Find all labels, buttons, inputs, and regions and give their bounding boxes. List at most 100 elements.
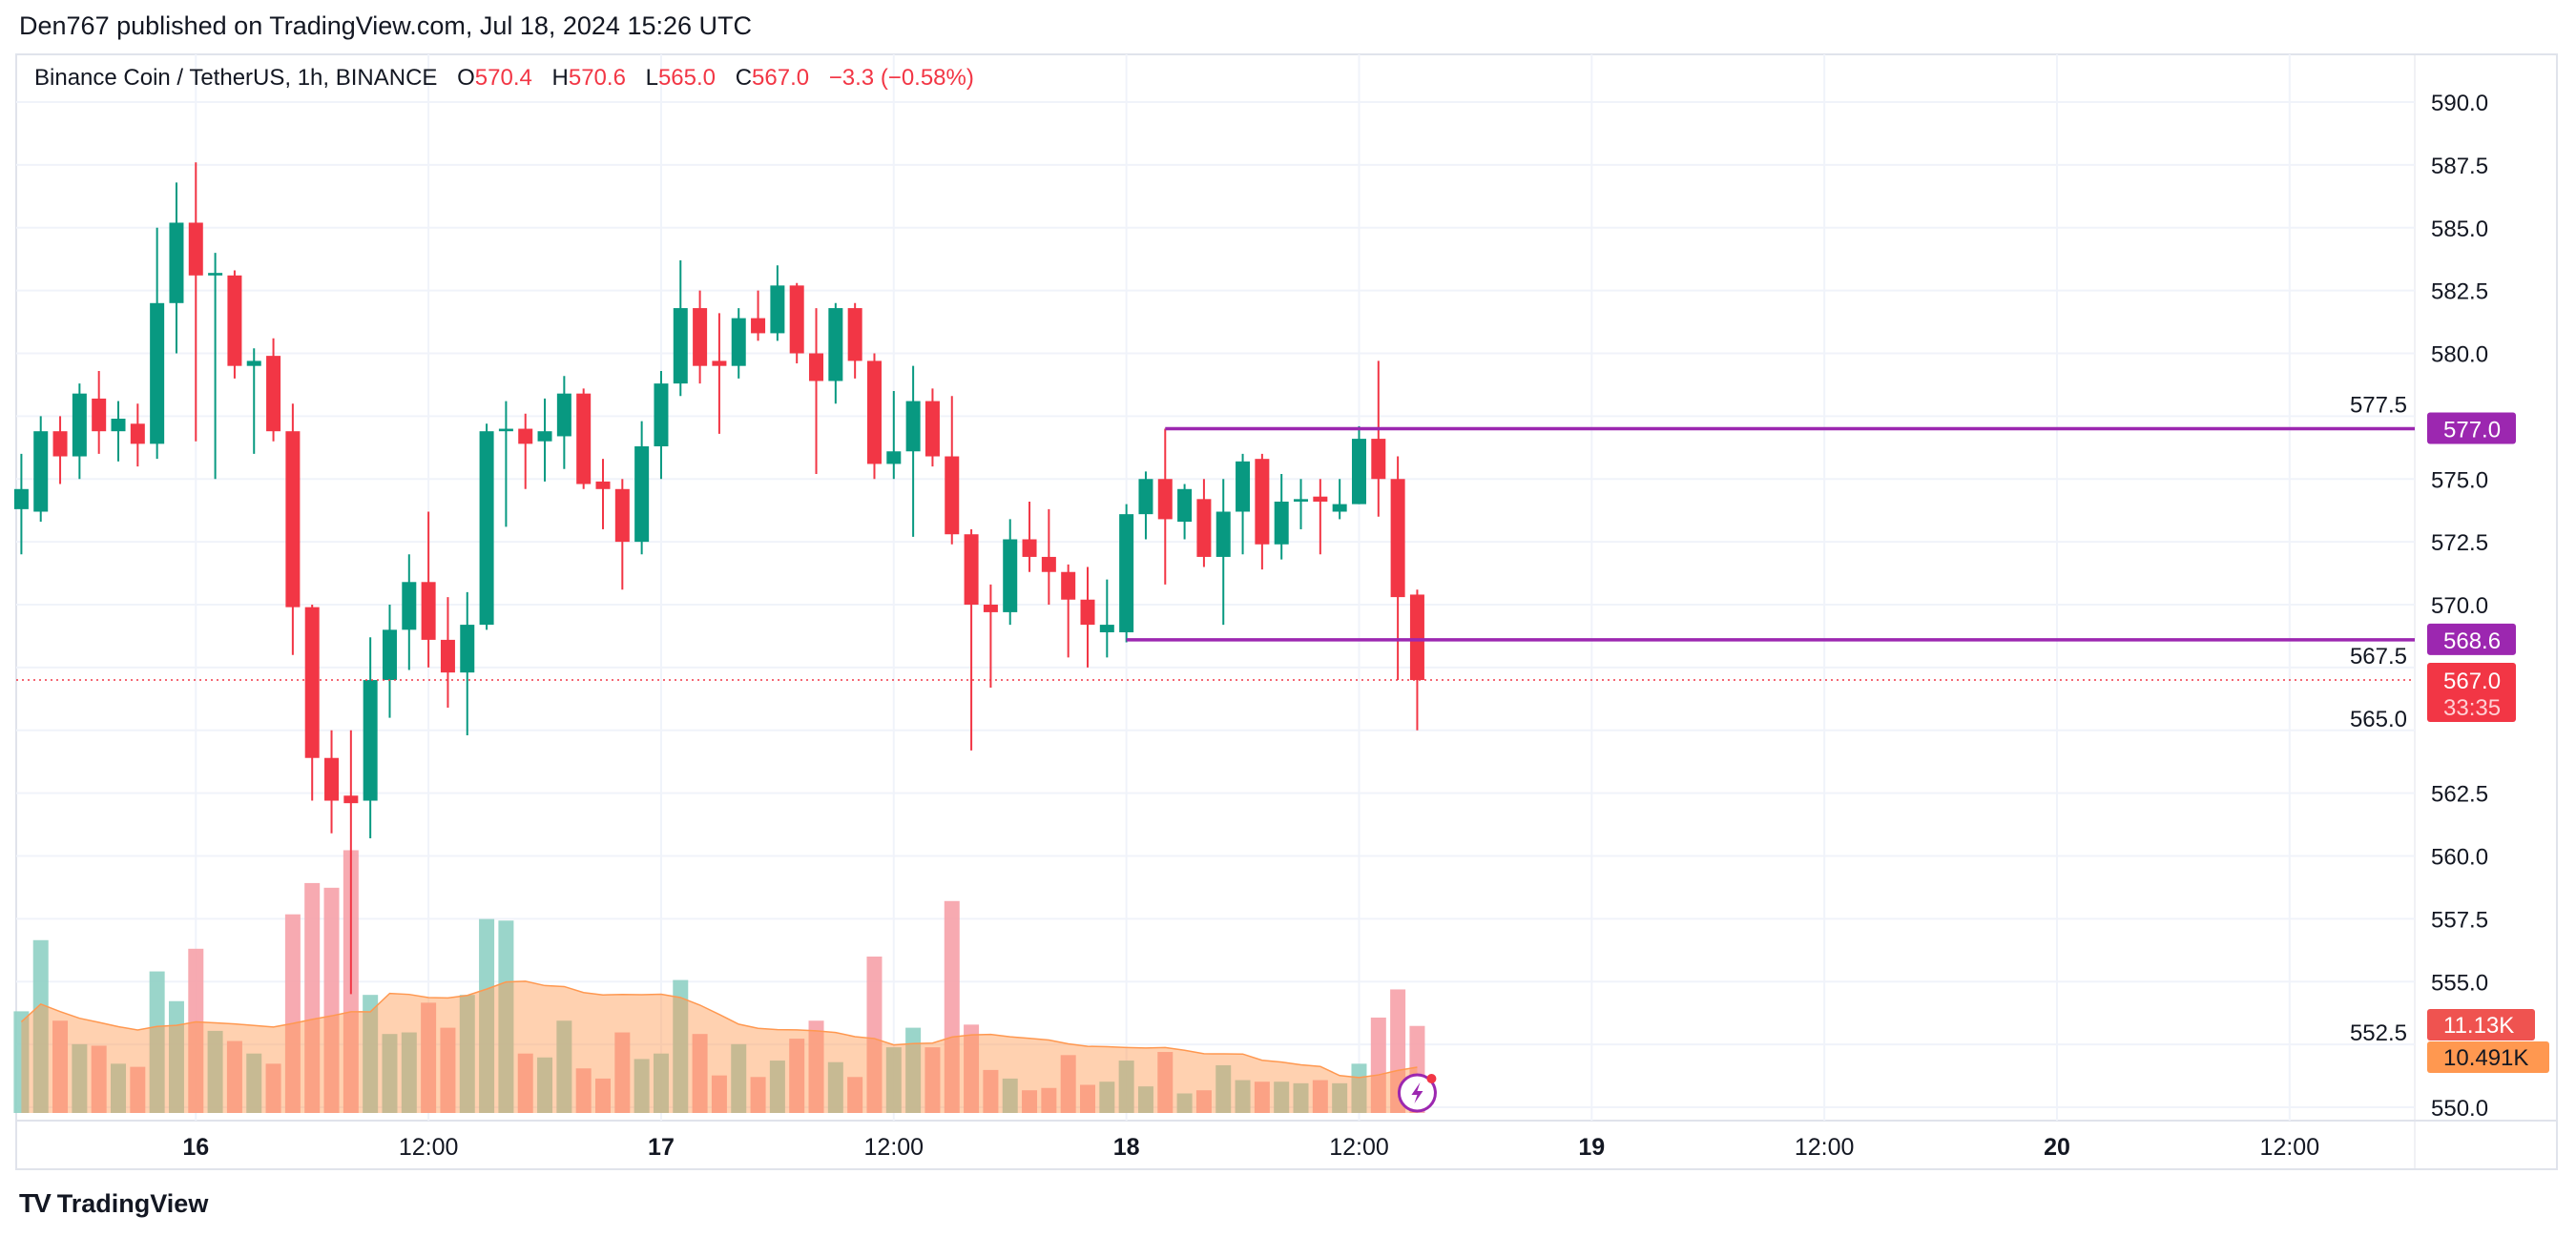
notification-dot-icon xyxy=(1426,1074,1437,1083)
volume-bar xyxy=(91,1045,107,1113)
candle-up xyxy=(654,383,669,446)
volume-bar xyxy=(1293,1082,1309,1113)
volume-bar xyxy=(111,1063,126,1113)
volume-bar xyxy=(1118,1061,1134,1113)
price-tick-label: 555.0 xyxy=(2431,970,2488,996)
open-value: 570.4 xyxy=(474,65,532,91)
price-tick-label: 550.0 xyxy=(2431,1096,2488,1122)
volume-bar xyxy=(634,1059,650,1113)
volume-bar xyxy=(207,1030,223,1113)
candle-down xyxy=(847,308,862,361)
volume-bar xyxy=(1215,1064,1232,1113)
candle-up xyxy=(1099,625,1114,632)
candle-down xyxy=(866,360,882,464)
price-tick-label: 572.5 xyxy=(2431,530,2488,556)
level-price-label: 577.0 xyxy=(2443,418,2501,443)
candle-down xyxy=(924,401,940,457)
candle-up xyxy=(1332,504,1347,512)
candle-up xyxy=(150,302,165,444)
volume-bar xyxy=(498,920,514,1113)
volume-bar xyxy=(556,1020,572,1113)
volume-bar xyxy=(72,1043,88,1113)
volume-bar xyxy=(808,1020,824,1113)
level-price-label: 568.6 xyxy=(2443,628,2501,654)
candle-up xyxy=(731,318,746,366)
last-price-badge xyxy=(2427,663,2516,723)
candle-down xyxy=(285,431,301,608)
time-tick-label: 12:00 xyxy=(1795,1134,1855,1161)
volume-bar xyxy=(188,948,204,1113)
volume-bar xyxy=(323,887,340,1113)
symbol-title[interactable]: Binance Coin / TetherUS, 1h, BINANCE xyxy=(34,65,438,91)
time-tick-label: 12:00 xyxy=(864,1134,924,1161)
price-tick-label: 590.0 xyxy=(2431,91,2488,116)
volume-bar xyxy=(226,1040,242,1113)
volume-bar xyxy=(983,1069,999,1113)
time-tick-label: 17 xyxy=(648,1134,675,1161)
candle-down xyxy=(1409,594,1424,681)
tradingview-footer[interactable]: TV TradingView xyxy=(19,1188,208,1219)
volume-bar xyxy=(614,1032,631,1113)
volume-bar xyxy=(711,1075,727,1113)
volume-bar xyxy=(944,900,960,1113)
volume-bar xyxy=(401,1032,417,1113)
volume-bar xyxy=(168,1000,184,1113)
volume-ma-area xyxy=(21,980,1418,1113)
volume-bar xyxy=(750,1077,766,1113)
volume-bar xyxy=(1351,1063,1367,1113)
volume-bar xyxy=(827,1061,843,1113)
volume-bar xyxy=(382,1034,398,1113)
price-tick-label: 557.5 xyxy=(2431,907,2488,933)
volume-bar xyxy=(1002,1078,1018,1113)
volume-ma-line xyxy=(20,980,1418,1079)
volume-bar xyxy=(304,882,321,1113)
volume-bar xyxy=(673,979,689,1113)
candle-up xyxy=(634,445,650,543)
level-price-badge xyxy=(2427,623,2516,655)
volume-bar xyxy=(1176,1093,1193,1113)
volume-bar xyxy=(924,1047,941,1113)
change-value: −3.3 (−0.58%) xyxy=(828,65,974,91)
volume-badge xyxy=(2427,1009,2535,1040)
bar-countdown-label: 33:35 xyxy=(2443,695,2501,721)
volume-bar xyxy=(885,1047,902,1113)
volume-bar xyxy=(866,957,883,1113)
volume-bar xyxy=(284,914,301,1113)
volume-label: 11.13K xyxy=(2443,1013,2514,1039)
last-price-label: 567.0 xyxy=(2443,669,2501,694)
candle-down xyxy=(576,393,592,484)
candle-down xyxy=(693,308,708,366)
volume-bar xyxy=(440,1027,456,1113)
tradingview-logo-icon: TV xyxy=(19,1188,52,1218)
volume-bar xyxy=(1254,1082,1270,1113)
candle-down xyxy=(1313,496,1328,502)
volume-bar xyxy=(1060,1055,1076,1113)
volume-bar xyxy=(847,1077,863,1113)
candle-up xyxy=(498,428,513,432)
candle-down xyxy=(1041,556,1056,572)
time-tick-label: 20 xyxy=(2044,1134,2070,1161)
volume-bar xyxy=(1099,1082,1115,1113)
time-tick-label: 16 xyxy=(182,1134,209,1161)
close-value: 567.0 xyxy=(752,65,810,91)
low-value: 565.0 xyxy=(657,65,717,91)
price-tick-label: 562.5 xyxy=(2431,782,2488,808)
candle-down xyxy=(1080,599,1095,626)
volume-bar xyxy=(1312,1080,1328,1113)
price-tick-label: 560.0 xyxy=(2431,845,2488,871)
volume-bar xyxy=(265,1063,281,1113)
volume-bar xyxy=(246,1053,262,1113)
candle-up xyxy=(537,431,552,442)
lightning-bolt-icon xyxy=(1411,1082,1423,1103)
candle-down xyxy=(983,605,998,612)
candle-down xyxy=(1390,479,1405,598)
price-tick-label: 567.5 xyxy=(2350,644,2407,670)
candle-down xyxy=(1196,499,1212,557)
candle-down xyxy=(440,639,455,673)
candle-up xyxy=(111,419,126,432)
candle-down xyxy=(130,423,145,444)
high-value: 570.6 xyxy=(568,65,626,91)
close-label: C xyxy=(735,65,753,91)
candle-up xyxy=(1003,539,1018,612)
